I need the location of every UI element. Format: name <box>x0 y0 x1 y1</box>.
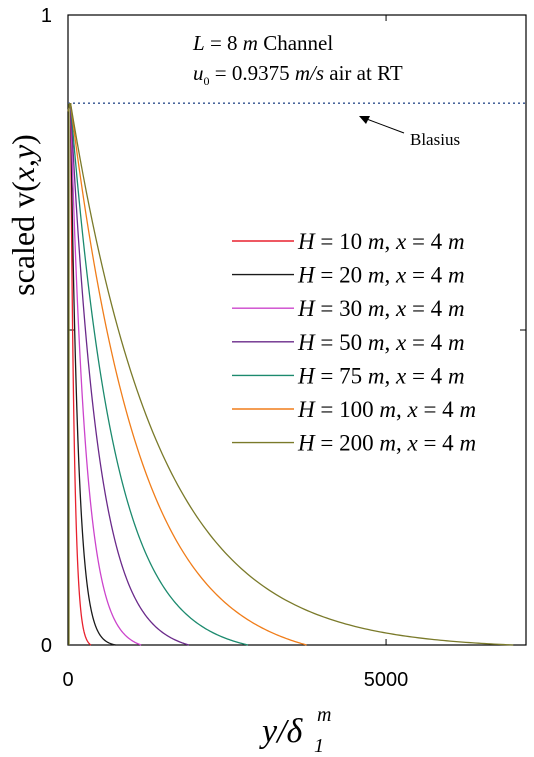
legend-label-3-part-4: x <box>395 296 407 321</box>
annotation-u-rest: air at RT <box>324 61 403 85</box>
blasius-label: Blasius <box>410 130 460 149</box>
annotation-line-1: L = 8 m Channel <box>192 31 333 55</box>
y-axis-label-y: y <box>5 144 41 162</box>
legend-label-7-part-6: m <box>459 431 476 456</box>
series-line-2 <box>67 103 116 646</box>
legend-label-1-part-1: = 10 <box>315 229 368 254</box>
legend-label-6-part-3: , <box>396 397 408 422</box>
axis-ticks <box>67 14 526 646</box>
legend-label-4-part-6: m <box>448 330 465 355</box>
legend-label-6-part-6: m <box>459 397 476 422</box>
legend-label-7-part-2: m <box>379 431 396 456</box>
legend-label-1-part-2: m <box>368 229 385 254</box>
series-line-1 <box>67 103 92 646</box>
x-tick-label-0: 0 <box>62 669 73 691</box>
x-axis-label-delta: δ <box>287 713 304 750</box>
series-line-7 <box>67 103 514 646</box>
legend-label-7-part-0: H <box>297 431 316 456</box>
legend-label-5-part-2: m <box>368 363 385 388</box>
series-curves <box>67 103 514 646</box>
legend-label-4-part-1: = 50 <box>315 330 368 355</box>
legend-label-7-part-5: = 4 <box>418 431 460 456</box>
annotation-u-eq: = 0.9375 <box>210 61 295 85</box>
legend-label-3-part-0: H <box>297 296 316 321</box>
x-tick-label-5000: 5000 <box>364 669 409 691</box>
legend-label-6-part-1: = 100 <box>315 397 380 422</box>
legend-label-2-part-2: m <box>368 263 385 288</box>
legend-label-3-part-5: = 4 <box>406 296 448 321</box>
legend-label-3-part-3: , <box>384 296 396 321</box>
legend-label-2-part-3: , <box>384 263 396 288</box>
annotation-u-unit: m/s <box>295 61 324 85</box>
legend-label-2-part-6: m <box>448 263 465 288</box>
legend-label-5: H = 75 m, x = 4 m <box>297 363 465 388</box>
legend-label-2-part-5: = 4 <box>406 263 448 288</box>
annotation-L-rest: Channel <box>258 31 333 55</box>
annotation-L-eq: = 8 <box>205 31 243 55</box>
series-line-3 <box>67 103 142 646</box>
y-tick-label-bottom: 0 <box>41 635 52 657</box>
legend-label-7-part-4: x <box>406 431 418 456</box>
legend-label-1-part-0: H <box>297 229 316 254</box>
legend-label-6-part-2: m <box>379 397 396 422</box>
legend-label-4: H = 50 m, x = 4 m <box>297 330 465 355</box>
legend-label-3-part-1: = 30 <box>315 296 368 321</box>
y-axis-label: scaled v(x,y) <box>5 134 41 296</box>
legend-label-4-part-4: x <box>395 330 407 355</box>
legend-label-7-part-1: = 200 <box>315 431 380 456</box>
legend-label-6-part-5: = 4 <box>418 397 460 422</box>
legend-label-2-part-1: = 20 <box>315 263 368 288</box>
x-axis-label-base: y/ <box>259 713 290 750</box>
legend-label-6-part-4: x <box>406 397 418 422</box>
series-line-5 <box>67 103 249 646</box>
x-axis-label-sub: 1 <box>314 735 324 757</box>
legend-label-7-part-3: , <box>396 431 408 456</box>
legend-label-5-part-6: m <box>448 363 465 388</box>
series-line-4 <box>67 103 190 646</box>
legend-label-4-part-3: , <box>384 330 396 355</box>
legend-label-6-part-0: H <box>297 397 316 422</box>
legend-label-3-part-6: m <box>448 296 465 321</box>
x-axis-label-sup: m <box>317 704 331 726</box>
legend-label-1-part-3: , <box>384 229 396 254</box>
legend-label-4-part-2: m <box>368 330 385 355</box>
legend-label-7: H = 200 m, x = 4 m <box>297 431 476 456</box>
blasius-arrow-head <box>359 116 370 124</box>
legend-label-2: H = 20 m, x = 4 m <box>297 263 465 288</box>
y-axis-label-x: x <box>5 167 41 182</box>
annotation-line-2: u0 = 0.9375 m/s air at RT <box>193 61 403 88</box>
y-axis-label-comma: , <box>5 159 41 167</box>
annotation-L: L <box>192 31 205 55</box>
legend-label-1-part-5: = 4 <box>406 229 448 254</box>
annotation-L-unit: m <box>243 31 258 55</box>
legend-label-1: H = 10 m, x = 4 m <box>297 229 465 254</box>
annotation-u-sub: 0 <box>204 74 210 88</box>
legend-label-2-part-0: H <box>297 263 316 288</box>
legend-label-6: H = 100 m, x = 4 m <box>297 397 476 422</box>
legend-label-3: H = 30 m, x = 4 m <box>297 296 465 321</box>
annotation-u: u <box>193 61 204 85</box>
legend-label-2-part-4: x <box>395 263 407 288</box>
blasius-arrow-shaft <box>363 117 405 134</box>
y-axis-label-prefix: scaled v( <box>5 181 41 296</box>
legend-label-4-part-0: H <box>297 330 316 355</box>
series-line-6 <box>67 103 307 646</box>
legend-label-5-part-0: H <box>297 363 316 388</box>
y-axis-label-suffix: ) <box>5 134 41 145</box>
legend-label-1-part-4: x <box>395 229 407 254</box>
legend: H = 10 m, x = 4 mH = 20 m, x = 4 mH = 30… <box>232 229 476 456</box>
legend-label-1-part-6: m <box>448 229 465 254</box>
legend-label-4-part-5: = 4 <box>406 330 448 355</box>
legend-label-5-part-3: , <box>384 363 396 388</box>
legend-label-3-part-2: m <box>368 296 385 321</box>
legend-label-5-part-1: = 75 <box>315 363 368 388</box>
y-tick-label-top: 1 <box>41 5 52 27</box>
legend-label-5-part-4: x <box>395 363 407 388</box>
legend-label-5-part-5: = 4 <box>406 363 448 388</box>
x-axis-label: y/δ <box>259 713 304 750</box>
